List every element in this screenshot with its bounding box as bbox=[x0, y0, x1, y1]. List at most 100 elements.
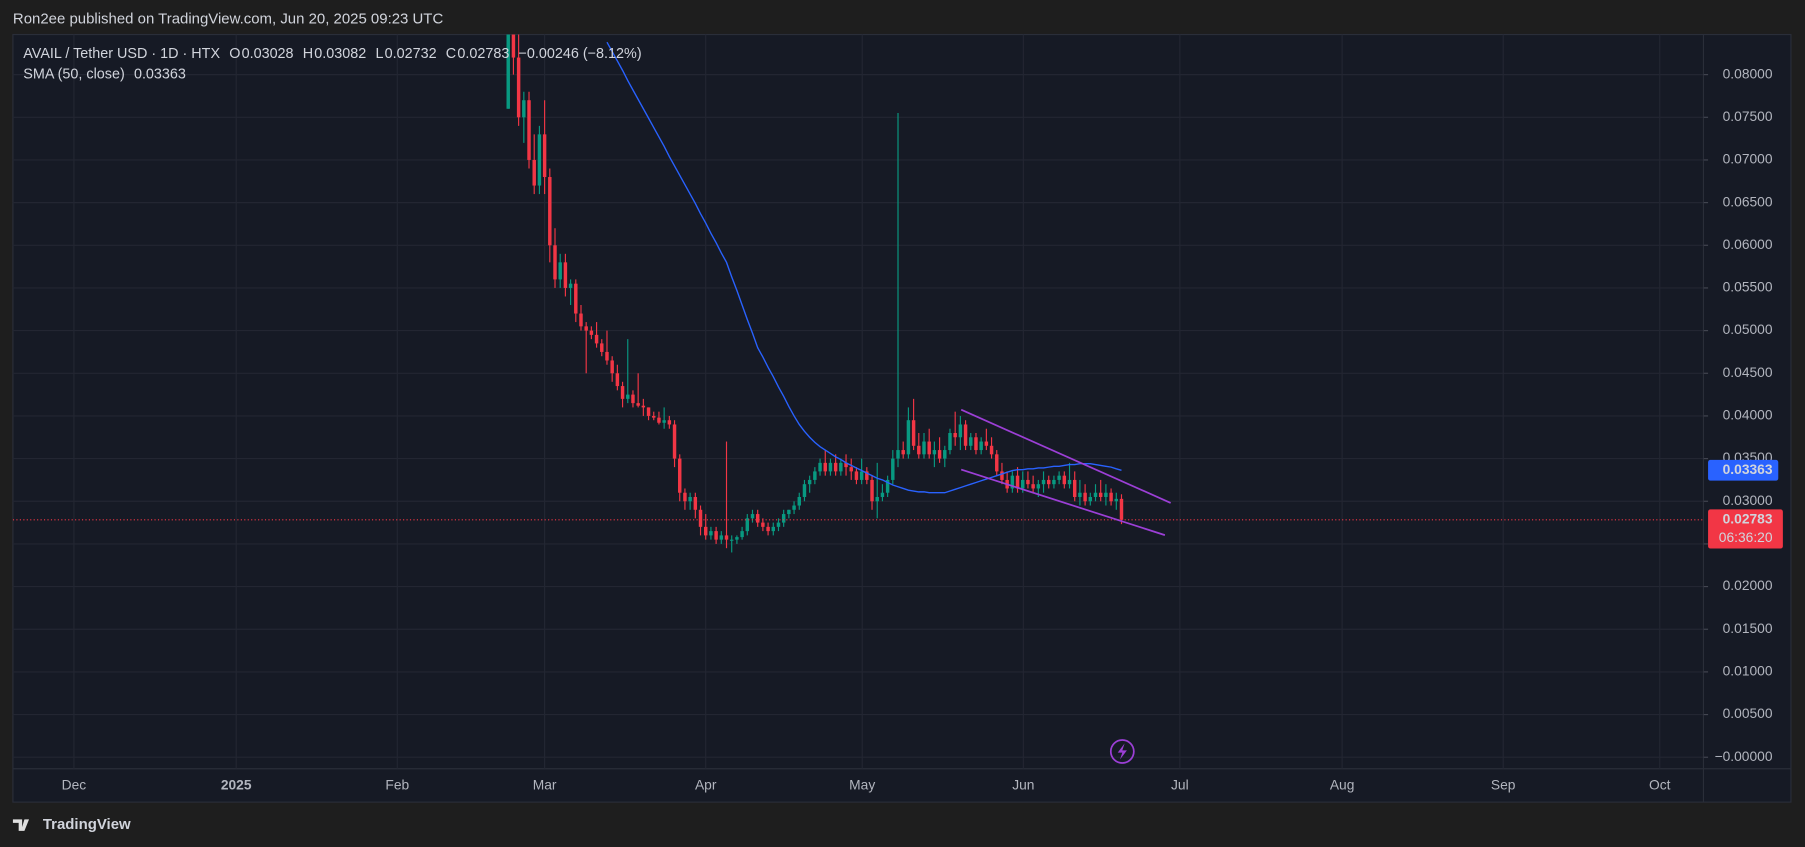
sma-legend-name: SMA (50, close) bbox=[23, 67, 124, 83]
candle-body bbox=[896, 450, 900, 459]
y-tick-label: 0.05000 bbox=[1723, 322, 1773, 337]
candle-body bbox=[766, 526, 770, 532]
candle-body bbox=[969, 437, 973, 446]
candle-body bbox=[527, 100, 531, 160]
y-tick-label: 0.06000 bbox=[1723, 237, 1773, 252]
ohlc-key: C bbox=[446, 46, 456, 62]
candle-body bbox=[859, 471, 864, 480]
candle-body bbox=[1083, 492, 1087, 502]
candle-body bbox=[548, 177, 552, 246]
candle-body bbox=[584, 326, 588, 331]
candle-body bbox=[802, 484, 807, 497]
candle-body bbox=[1015, 475, 1020, 489]
brand-name: TradingView bbox=[43, 816, 131, 833]
icon-circle[interactable] bbox=[1109, 739, 1135, 764]
last-price-box bbox=[1708, 509, 1783, 549]
candle-body bbox=[667, 420, 672, 425]
candle-body bbox=[948, 432, 952, 451]
candle-body bbox=[891, 458, 895, 480]
candle-body bbox=[911, 420, 916, 446]
candle-body bbox=[516, 57, 521, 118]
x-tick-label: Oct bbox=[1649, 778, 1671, 793]
candle-body bbox=[781, 514, 786, 523]
candle-body bbox=[714, 531, 718, 540]
channel-upper bbox=[960, 408, 1171, 504]
candle-body bbox=[719, 535, 724, 540]
candle-body bbox=[750, 514, 755, 519]
replay-icon[interactable] bbox=[1109, 739, 1135, 764]
candle-body bbox=[620, 386, 625, 399]
icon-bolt[interactable] bbox=[1117, 743, 1127, 760]
candle-body bbox=[594, 334, 599, 344]
channel-lower bbox=[960, 468, 1166, 536]
candle-body bbox=[1104, 492, 1108, 497]
candle-body bbox=[506, 34, 510, 109]
candle-body bbox=[672, 424, 677, 459]
countdown-label: 06:36:20 bbox=[1719, 530, 1773, 545]
x-tick-label: Jun bbox=[1012, 778, 1034, 793]
candle-body bbox=[885, 479, 890, 493]
candle-body bbox=[844, 462, 848, 468]
candle-body bbox=[875, 496, 879, 502]
candle-body bbox=[563, 262, 568, 288]
candle-body bbox=[683, 492, 687, 502]
candle-body bbox=[740, 531, 744, 538]
candle-body bbox=[927, 441, 931, 455]
candle-body bbox=[1098, 492, 1103, 497]
candle-body bbox=[839, 462, 843, 472]
candle-body bbox=[792, 505, 796, 510]
candle-body bbox=[1047, 479, 1051, 485]
brand: TradingView bbox=[12, 816, 131, 833]
candle-body bbox=[906, 420, 911, 455]
ohlc-key: L bbox=[375, 46, 383, 62]
ohlc-value: 0.02732 bbox=[385, 46, 437, 62]
candle-body bbox=[1119, 498, 1124, 520]
candle-body bbox=[537, 134, 542, 186]
candle-body bbox=[963, 424, 968, 446]
candle-body bbox=[698, 509, 703, 527]
y-tick-label: 0.07000 bbox=[1723, 152, 1773, 167]
candle-body bbox=[1114, 498, 1119, 502]
candle-body bbox=[615, 373, 620, 387]
y-tick-label: 0.08000 bbox=[1723, 66, 1773, 81]
candle-body bbox=[771, 526, 776, 532]
chart-pane bbox=[12, 33, 1792, 803]
candle-body bbox=[610, 360, 614, 374]
candle-body bbox=[1072, 479, 1077, 497]
y-tick-label: 0.01500 bbox=[1723, 621, 1773, 636]
candle-body bbox=[1093, 492, 1098, 497]
candle-body bbox=[995, 454, 999, 472]
candle-body bbox=[979, 441, 983, 451]
candle-body bbox=[1062, 475, 1067, 485]
candle-body bbox=[600, 343, 604, 352]
x-tick-label: Mar bbox=[533, 778, 557, 793]
candle-body bbox=[693, 496, 698, 510]
candle-body bbox=[589, 330, 594, 335]
candle-body bbox=[823, 462, 827, 472]
candle-body bbox=[1000, 471, 1004, 480]
candle-body bbox=[1088, 496, 1093, 502]
candle-body bbox=[984, 441, 989, 446]
candle-body bbox=[511, 34, 516, 58]
candle-body bbox=[636, 403, 640, 406]
ohlc-value: 0.03082 bbox=[314, 46, 366, 62]
candle-body bbox=[558, 262, 562, 280]
y-tick-label: 0.05500 bbox=[1723, 280, 1773, 295]
x-tick-label: May bbox=[849, 778, 875, 793]
candle-body bbox=[865, 471, 869, 480]
candle-body bbox=[813, 471, 817, 480]
candle-body bbox=[652, 415, 656, 418]
candle-body bbox=[688, 496, 692, 502]
candle-body bbox=[787, 509, 791, 515]
plot-area bbox=[12, 34, 1704, 553]
sma-legend-value: 0.03363 bbox=[134, 67, 186, 83]
y-tick-label: 0.02000 bbox=[1723, 578, 1773, 593]
candle-body bbox=[542, 134, 547, 178]
y-tick-label: 0.01000 bbox=[1723, 664, 1773, 679]
candle-body bbox=[522, 100, 526, 118]
candle-body bbox=[870, 479, 874, 502]
y-tick-label: 0.07500 bbox=[1723, 109, 1773, 124]
candle-body bbox=[532, 159, 536, 186]
brand-logo bbox=[12, 819, 30, 831]
